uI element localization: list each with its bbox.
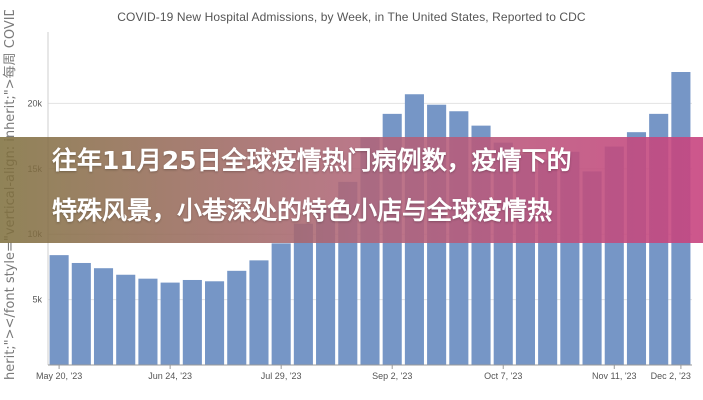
x-tick-label: Nov 11, '23: [592, 371, 637, 381]
bar[interactable]: [316, 208, 336, 365]
x-tick-label: Jul 29, '23: [261, 371, 302, 381]
x-tick-label: Jun 24, '23: [148, 371, 192, 381]
y-tick-label: 5k: [32, 295, 42, 305]
bar[interactable]: [271, 243, 291, 365]
bar[interactable]: [116, 274, 136, 365]
bar[interactable]: [71, 262, 91, 365]
chart-title: COVID-19 New Hospital Admissions, by Wee…: [117, 10, 586, 24]
overlay-banner: [0, 137, 703, 243]
bar[interactable]: [93, 268, 114, 365]
x-tick-label: Oct 7, '23: [484, 371, 522, 381]
bar[interactable]: [49, 255, 69, 365]
overlay-headline-line-1: 往年11月25日全球疫情热门病例数，疫情下的: [52, 146, 572, 175]
bar[interactable]: [227, 270, 247, 365]
bar[interactable]: [160, 282, 180, 365]
overlay-headline-line-2: 特殊风景，小巷深处的特色小店与全球疫情热: [52, 196, 553, 225]
bar[interactable]: [182, 279, 202, 365]
bar[interactable]: [293, 223, 313, 365]
x-tick-label: Dec 2, '23: [651, 371, 691, 381]
x-tick-label: Sep 2, '23: [372, 371, 412, 381]
x-tick-label: May 20, '23: [36, 371, 82, 381]
bar[interactable]: [138, 278, 158, 365]
bar[interactable]: [205, 281, 225, 365]
bar[interactable]: [249, 260, 269, 365]
y-tick-label: 20k: [27, 98, 42, 108]
